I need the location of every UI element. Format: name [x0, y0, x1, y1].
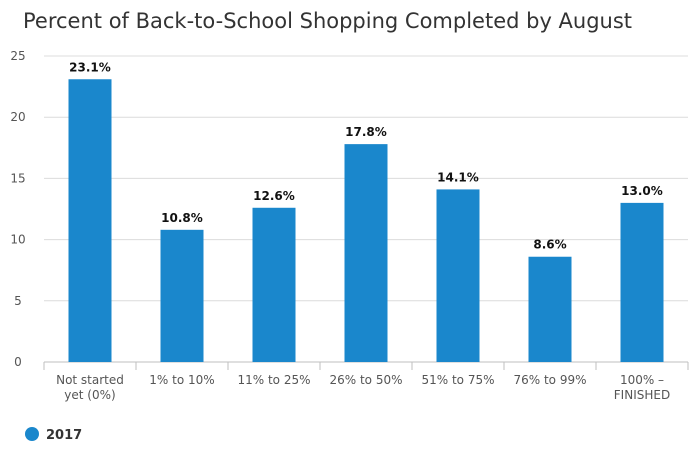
bar[interactable]	[344, 144, 388, 362]
y-tick-label: 10	[10, 233, 25, 247]
bar[interactable]	[252, 207, 296, 362]
x-axis-ticks: Not started yet (0%) 1% to 10% 11% to 25% 26…	[43, 362, 689, 402]
bar[interactable]	[68, 79, 112, 363]
x-tick-label: 100% – FINISHED	[614, 373, 670, 402]
x-tick-label: 26% to 50%	[329, 373, 402, 387]
data-label: 13.0%	[621, 184, 663, 198]
chart-title: Percent of Back-to-School Shopping Compl…	[23, 9, 632, 33]
legend-label[interactable]: 2017	[46, 428, 82, 443]
y-tick-label: 5	[14, 294, 22, 308]
bar[interactable]	[620, 202, 664, 362]
y-tick-label: 0	[14, 355, 22, 369]
data-label: 12.6%	[253, 189, 295, 203]
legend[interactable]: 2017	[25, 427, 82, 443]
data-label: 14.1%	[437, 170, 479, 184]
bar[interactable]	[436, 189, 480, 362]
y-axis-ticks: 0 5 10 15 20 25	[10, 49, 25, 369]
x-tick-label: 11% to 25%	[237, 373, 310, 387]
data-label: 23.1%	[69, 60, 111, 74]
data-label: 17.8%	[345, 125, 387, 139]
legend-marker	[25, 427, 39, 441]
y-tick-label: 25	[10, 49, 25, 63]
bar[interactable]	[160, 229, 204, 362]
y-tick-label: 20	[10, 110, 25, 124]
data-label: 10.8%	[161, 211, 203, 225]
x-tick-label: 51% to 75%	[421, 373, 494, 387]
y-tick-label: 15	[10, 171, 25, 185]
data-labels: 23.1% 10.8% 12.6% 17.8% 14.1% 8.6% 13.0%	[69, 60, 663, 251]
bar[interactable]	[528, 256, 572, 362]
x-tick-label: 76% to 99%	[513, 373, 586, 387]
data-label: 8.6%	[533, 238, 566, 252]
bars	[68, 79, 664, 363]
x-tick-label: Not started yet (0%)	[56, 373, 124, 402]
x-tick-label: 1% to 10%	[149, 373, 214, 387]
